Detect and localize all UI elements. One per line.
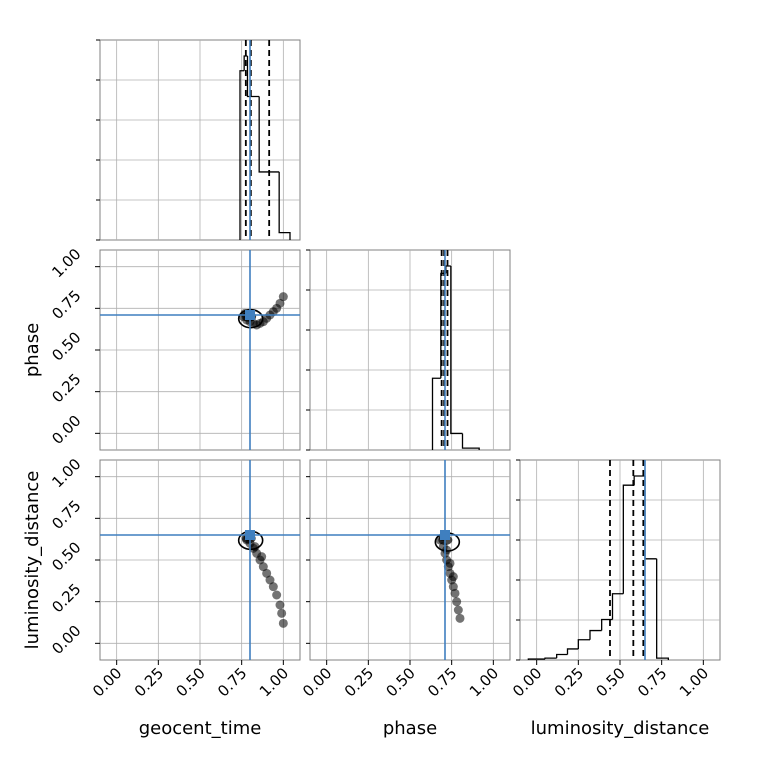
sample-point-5: [258, 562, 268, 572]
hist-bin-2: [556, 653, 568, 659]
sample-point-11: [275, 298, 285, 308]
ylabel-phase: phase: [22, 323, 43, 377]
panel-hist-phase: [306, 249, 511, 451]
sample-point-9: [272, 590, 282, 600]
x-tick-label-0-0: 0.00: [89, 664, 125, 700]
x-tick-label-1-4: 1.00: [466, 664, 502, 700]
hist-bin-11: [656, 558, 669, 660]
hist-bin-2: [246, 56, 260, 98]
hist-bin-0: [431, 377, 441, 450]
hist-bin-6: [601, 618, 613, 631]
hist-bin-4: [461, 433, 480, 450]
sample-point-10: [275, 600, 285, 610]
x-tick-label-1-0: 0.00: [299, 664, 335, 700]
y-tick-label-2-4: 1.00: [48, 455, 84, 491]
xlabel-geocent-time: geocent_time: [139, 718, 262, 739]
x-tick-label-0-1: 0.25: [131, 664, 167, 700]
sample-point-8: [268, 582, 278, 592]
hist-bin-3: [450, 266, 463, 435]
y-tick-label-1-4: 1.00: [48, 245, 84, 281]
truth-marker: [440, 530, 450, 540]
sample-point-8: [450, 588, 460, 598]
sample-point-11: [455, 613, 465, 623]
panel-hist-geocent-time: [96, 39, 301, 241]
sample-point-6: [262, 568, 272, 578]
y-tick-label-2-1: 0.25: [48, 580, 84, 616]
x-tick-label-1-2: 0.50: [382, 664, 418, 700]
hist-bin-0: [239, 70, 245, 240]
truth-marker: [245, 530, 255, 540]
x-tick-label-2-2: 0.50: [592, 664, 628, 700]
sample-point-12: [278, 292, 288, 302]
panel-scatter-phase-luminosity-distance: [309, 459, 511, 661]
hist-bin-3: [258, 96, 280, 173]
hist-bin-2: [445, 265, 451, 274]
sample-point-15: [257, 552, 267, 562]
hist-bin-4: [278, 171, 291, 240]
panel-hist-luminosity-distance: [516, 459, 721, 661]
sample-point-14: [445, 558, 455, 568]
sample-point-9: [452, 597, 462, 607]
y-tick-label-2-3: 0.75: [48, 497, 84, 533]
sample-point-7: [265, 575, 275, 585]
hist-bin-4: [577, 639, 590, 649]
ylabel-luminosity-distance: luminosity_distance: [22, 471, 43, 650]
x-tick-label-1-3: 0.75: [424, 664, 460, 700]
hist-bin-5: [589, 629, 602, 640]
hist-bin-8: [622, 484, 635, 594]
panel-scatter-geocent-time-phase: [99, 249, 301, 451]
y-tick-label-1-3: 0.75: [48, 287, 84, 323]
x-tick-label-2-4: 1.00: [676, 664, 712, 700]
xlabel-phase: phase: [383, 718, 437, 739]
y-tick-label-1-0: 0.00: [48, 412, 84, 448]
x-tick-label-2-0: 0.00: [509, 664, 545, 700]
x-tick-label-1-1: 0.25: [341, 664, 377, 700]
sample-point-15: [448, 572, 458, 582]
sample-point-11: [277, 608, 287, 618]
y-tick-label-1-2: 0.50: [48, 328, 84, 364]
x-tick-label-0-2: 0.50: [172, 664, 208, 700]
x-tick-label-2-3: 0.75: [634, 664, 670, 700]
y-tick-label-1-1: 0.25: [48, 370, 84, 406]
x-tick-label-0-4: 1.00: [256, 664, 292, 700]
y-tick-label-2-2: 0.50: [48, 538, 84, 574]
x-tick-labels: 0.00 0.25 0.50 0.75 1.00 0.00 0.25 0.50 0.75 1.00…: [89, 660, 712, 700]
truth-marker: [245, 310, 255, 320]
y-tick-label-2-0: 0.00: [48, 622, 84, 658]
hist-bin-1: [544, 657, 557, 660]
x-tick-label-0-3: 0.75: [214, 664, 250, 700]
sample-point-10: [453, 605, 463, 615]
hist-bin-0: [527, 658, 545, 660]
x-tick-label-2-1: 0.25: [551, 664, 587, 700]
xlabel-luminosity-distance: luminosity_distance: [531, 718, 710, 739]
hist-bin-7: [611, 593, 624, 620]
sample-point-12: [278, 618, 288, 628]
panel-scatter-geocent-time-luminosity-distance: [99, 459, 301, 661]
hist-bin-3: [566, 648, 579, 655]
